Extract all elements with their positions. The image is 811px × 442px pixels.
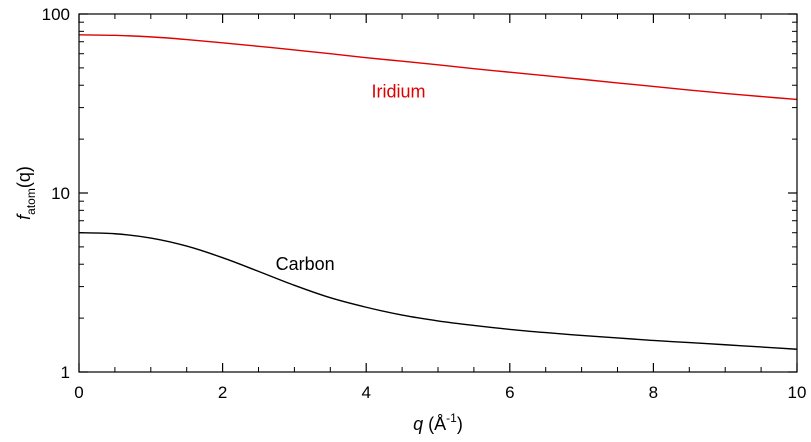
y-tick-label: 100 bbox=[42, 5, 70, 24]
x-axis-title: q (Å-1) bbox=[413, 411, 463, 434]
y-axis-title: fatom(q) bbox=[14, 166, 38, 220]
y-axis-sub: atom bbox=[24, 188, 38, 215]
minor-ticks bbox=[79, 14, 797, 372]
x-tick-label: 4 bbox=[361, 383, 370, 402]
y-axis-rest: (q) bbox=[14, 166, 34, 188]
series-line-iridium bbox=[78, 34, 798, 101]
x-tick-label: 2 bbox=[218, 383, 227, 402]
x-axis-unit: (Å bbox=[423, 414, 446, 434]
series-lines bbox=[78, 34, 798, 350]
series-label-carbon: Carbon bbox=[276, 254, 335, 274]
series-labels: Iridium Carbon bbox=[276, 81, 426, 274]
y-tick-label: 1 bbox=[61, 363, 70, 382]
x-tick-label: 6 bbox=[505, 383, 514, 402]
series-line-carbon bbox=[78, 232, 798, 350]
x-axis-unit-close: ) bbox=[457, 414, 463, 434]
x-axis-var: q bbox=[413, 414, 423, 434]
series-label-iridium: Iridium bbox=[372, 81, 426, 101]
plot-frame bbox=[78, 13, 798, 373]
x-tick-label: 10 bbox=[788, 383, 807, 402]
major-ticks bbox=[78, 13, 798, 373]
tick-labels: 0 2 4 6 8 10 1 10 100 bbox=[42, 5, 807, 402]
y-tick-label: 10 bbox=[51, 184, 70, 203]
x-tick-label: 8 bbox=[649, 383, 658, 402]
x-axis-unit-sup: -1 bbox=[446, 411, 457, 425]
y-axis-var: f bbox=[14, 213, 34, 220]
x-tick-label: 0 bbox=[74, 383, 83, 402]
